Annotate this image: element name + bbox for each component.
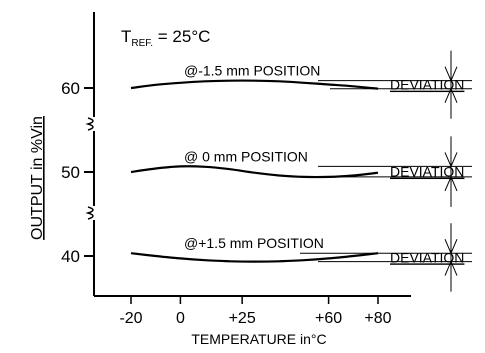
x-tick-label: -20 [119, 310, 142, 327]
reference-prefix: T [121, 27, 131, 46]
y-axis-label: OUTPUT in %Vin [29, 116, 46, 240]
reference-subscript: REF. [131, 38, 153, 49]
series-label: @-1.5 mm POSITION [184, 63, 320, 79]
x-tick-label: +80 [364, 310, 391, 327]
deviation-arrow-head [444, 152, 458, 168]
axis-break-upper [85, 117, 94, 131]
x-axis-label: TEMPERATURE in°C [191, 331, 326, 347]
deviation-arrow-head [444, 260, 458, 276]
series-label: @+1.5 mm POSITION [184, 235, 324, 251]
y-tick-label: 40 [61, 247, 80, 266]
series-line [130, 252, 379, 263]
deviation-arrow-head [444, 87, 458, 103]
x-tick-label: 0 [176, 310, 185, 327]
x-tick-label: +25 [229, 310, 256, 327]
deviation-arrow-head [444, 239, 458, 255]
deviation-arrow-head [444, 66, 458, 82]
series-line [130, 165, 379, 179]
y-tick-label: 50 [61, 163, 80, 182]
y-tick-label: 60 [61, 79, 80, 98]
series-label: @ 0 mm POSITION [184, 148, 308, 164]
deviation-label: DEVIATION [390, 249, 464, 265]
deviation-label: DEVIATION [390, 164, 464, 180]
reference-label: TREF. = 25°C [121, 27, 210, 49]
series-line [130, 79, 379, 90]
axis-break-lower [85, 206, 94, 220]
reference-suffix: = 25°C [153, 27, 210, 46]
x-tick-label: +60 [315, 310, 342, 327]
deviation-arrow-head [444, 175, 458, 192]
deviation-label: DEVIATION [390, 77, 464, 93]
